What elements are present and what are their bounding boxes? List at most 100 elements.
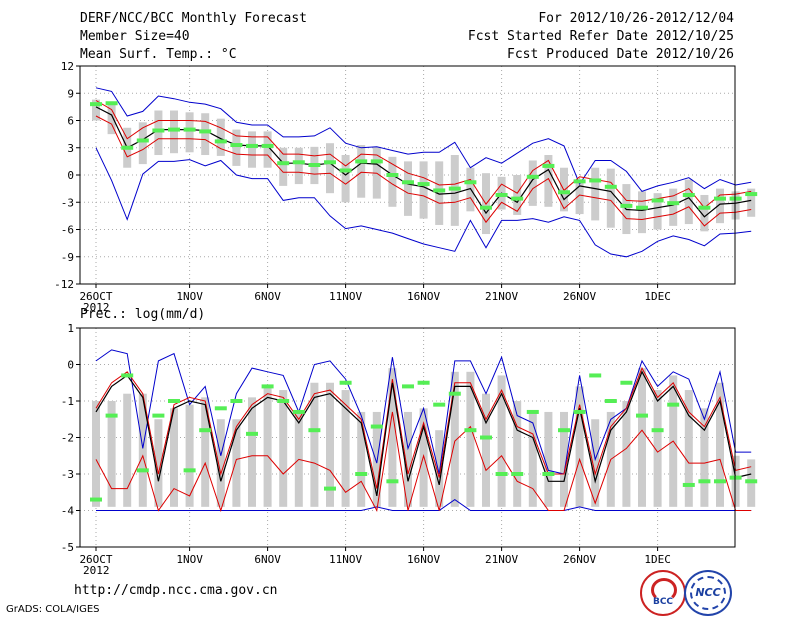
panel-2-ytick-label: -5 <box>61 541 74 554</box>
panel-2-upper-spread-line <box>95 366 752 489</box>
panel-1-ensemble-box <box>684 179 693 225</box>
panel-2-ensemble-box <box>482 393 490 507</box>
panel-1-ensemble-box <box>435 161 444 225</box>
panel-2-ensemble-box <box>372 411 381 507</box>
panel-1-ensemble-box <box>107 102 116 135</box>
panel-1-ensemble-box <box>92 99 100 121</box>
panel-1-xtick-label: 26OCT <box>79 290 112 303</box>
bcc-logo: BCC <box>640 570 686 616</box>
panel-2-xtick-label: 26NOV <box>563 553 596 566</box>
panel-2-title: Prec.: log(mm/d) <box>80 307 206 322</box>
panel-1-xtick-label: 1NOV <box>176 290 203 303</box>
panel-1-ytick-label: 9 <box>67 87 74 100</box>
panel-1-ensemble-box <box>185 112 194 153</box>
panel-1-xtick-label: 26NOV <box>563 290 596 303</box>
panel-1-xtick-label: 6NOV <box>254 290 281 303</box>
panel-1-ensemble-box <box>606 168 615 228</box>
bcc-logo-text: BCC <box>652 597 674 607</box>
panel-2-xtick-label: 21NOV <box>485 553 518 566</box>
panel-1-xtick-label: 11NOV <box>329 290 362 303</box>
panel-2-ytick-label: -2 <box>61 432 74 445</box>
panel-2-ensemble-box <box>279 390 288 507</box>
bcc-logo-swirl <box>651 578 677 602</box>
panel-2-ensemble-box <box>154 419 163 507</box>
panel-2-ensemble-box <box>716 382 724 507</box>
panel-1-ensemble-box <box>591 167 600 221</box>
panel-2-ensemble-box <box>404 411 412 507</box>
panel-1-ytick-label: -6 <box>61 224 74 237</box>
source-url[interactable]: http://cmdp.ncc.cma.gov.cn <box>74 583 278 598</box>
panel-2-ensemble-box <box>388 368 397 507</box>
forecast-period: For 2012/10/26-2012/12/04 <box>538 11 734 26</box>
panel-2-ensemble-box <box>107 401 116 507</box>
panel-1-ytick-label: -9 <box>61 251 74 264</box>
panel-1-ensemble-box <box>716 188 724 224</box>
panel-1-year-label: 2012 <box>83 301 110 314</box>
panel-1-ytick-label: -3 <box>61 196 74 209</box>
panel-2-ensemble-box <box>575 386 584 507</box>
grads-credit: GrADS: COLA/IGES <box>6 604 100 615</box>
panel-2-ensemble-box <box>513 401 522 507</box>
panel-2-ensemble-box <box>435 430 444 507</box>
panel-2-xtick-label: 6NOV <box>254 553 281 566</box>
panel-2-ytick-label: 0 <box>67 359 74 372</box>
panel-1-ensemble-box <box>216 118 225 156</box>
panel-1-upper-spread-line <box>95 100 752 209</box>
panel-2-xtick-label: 1DEC <box>644 553 671 566</box>
panel-2-ensemble-box <box>466 371 475 507</box>
panel-2-ensemble-box <box>310 382 319 507</box>
panel-2-ensemble-box <box>170 408 178 507</box>
panel-2-ensemble-box <box>201 397 210 507</box>
panel-2-ensemble-box <box>216 419 225 507</box>
panel-1-ensemble-box <box>669 188 678 226</box>
panel-1-ensemble-box <box>357 145 366 198</box>
panel-2-xtick-label: 1NOV <box>176 553 203 566</box>
panel-1-ensemble-box <box>419 161 428 219</box>
panel-1-ytick-label: 0 <box>67 169 74 182</box>
panel-1-ensemble-box <box>341 155 350 203</box>
panel-2-max-line <box>95 349 752 475</box>
panel-2-ensemble-box <box>138 393 147 507</box>
fcst-started-date: Fcst Started Refer Date 2012/10/25 <box>467 29 734 44</box>
panel-2-ensemble-box <box>232 419 241 507</box>
panel-1-ensemble-box <box>138 122 147 165</box>
panel-1-ensemble-box <box>201 113 210 156</box>
panel-2-frame <box>79 327 736 548</box>
panel-2-ensemble-box <box>591 419 600 507</box>
panel-1-ensemble-box <box>513 175 522 215</box>
panel-1-ensemble-box <box>326 143 334 194</box>
panel-1-ensemble-box <box>747 188 756 217</box>
panel-1-ensemble-box <box>700 194 709 232</box>
panel-1-ytick-label: 6 <box>67 115 74 128</box>
panel-1-ensemble-box <box>544 155 553 207</box>
fcst-produced-date: Fcst Produced Date 2012/10/26 <box>507 47 734 62</box>
panel-1-xtick-label: 21NOV <box>485 290 518 303</box>
panel-1-ensemble-box <box>404 161 412 216</box>
panel-1-xtick-label: 1DEC <box>644 290 671 303</box>
panel-1-ytick-label: 12 <box>61 60 74 73</box>
panel-1-ensemble-box <box>653 193 662 230</box>
panel-2-ensemble-box <box>731 455 740 507</box>
panel-2-ensemble-box <box>544 411 553 507</box>
panel-2-min-line <box>96 498 752 511</box>
panel-2-ensemble-mean-line <box>95 370 752 497</box>
panel-2-ytick-label: -4 <box>61 505 75 518</box>
panel-2-ensemble-box <box>357 411 366 507</box>
panel-2-lower-spread-line <box>95 411 752 513</box>
panel-2-ensemble-box <box>684 390 693 507</box>
panel-2-ensemble-box <box>326 382 334 507</box>
ncc-logo: NCC <box>684 570 732 616</box>
panel-1-ensemble-box <box>388 156 397 207</box>
panel-2-ensemble-box <box>638 368 646 507</box>
panel-2-ensemble-box <box>700 408 709 507</box>
panel-1-xtick-label: 16NOV <box>407 290 440 303</box>
panel-1-ensemble-box <box>154 110 163 156</box>
panel-2-year-label: 2012 <box>83 564 110 577</box>
panel-2-ensemble-box <box>653 390 662 507</box>
panel-2-ensemble-box <box>560 411 568 507</box>
panel-2-ensemble-box <box>497 375 506 507</box>
variable-label: Mean Surf. Temp.: °C <box>80 47 237 62</box>
panel-1-ensemble-box <box>575 179 584 215</box>
panel-2-ensemble-box <box>123 393 132 507</box>
